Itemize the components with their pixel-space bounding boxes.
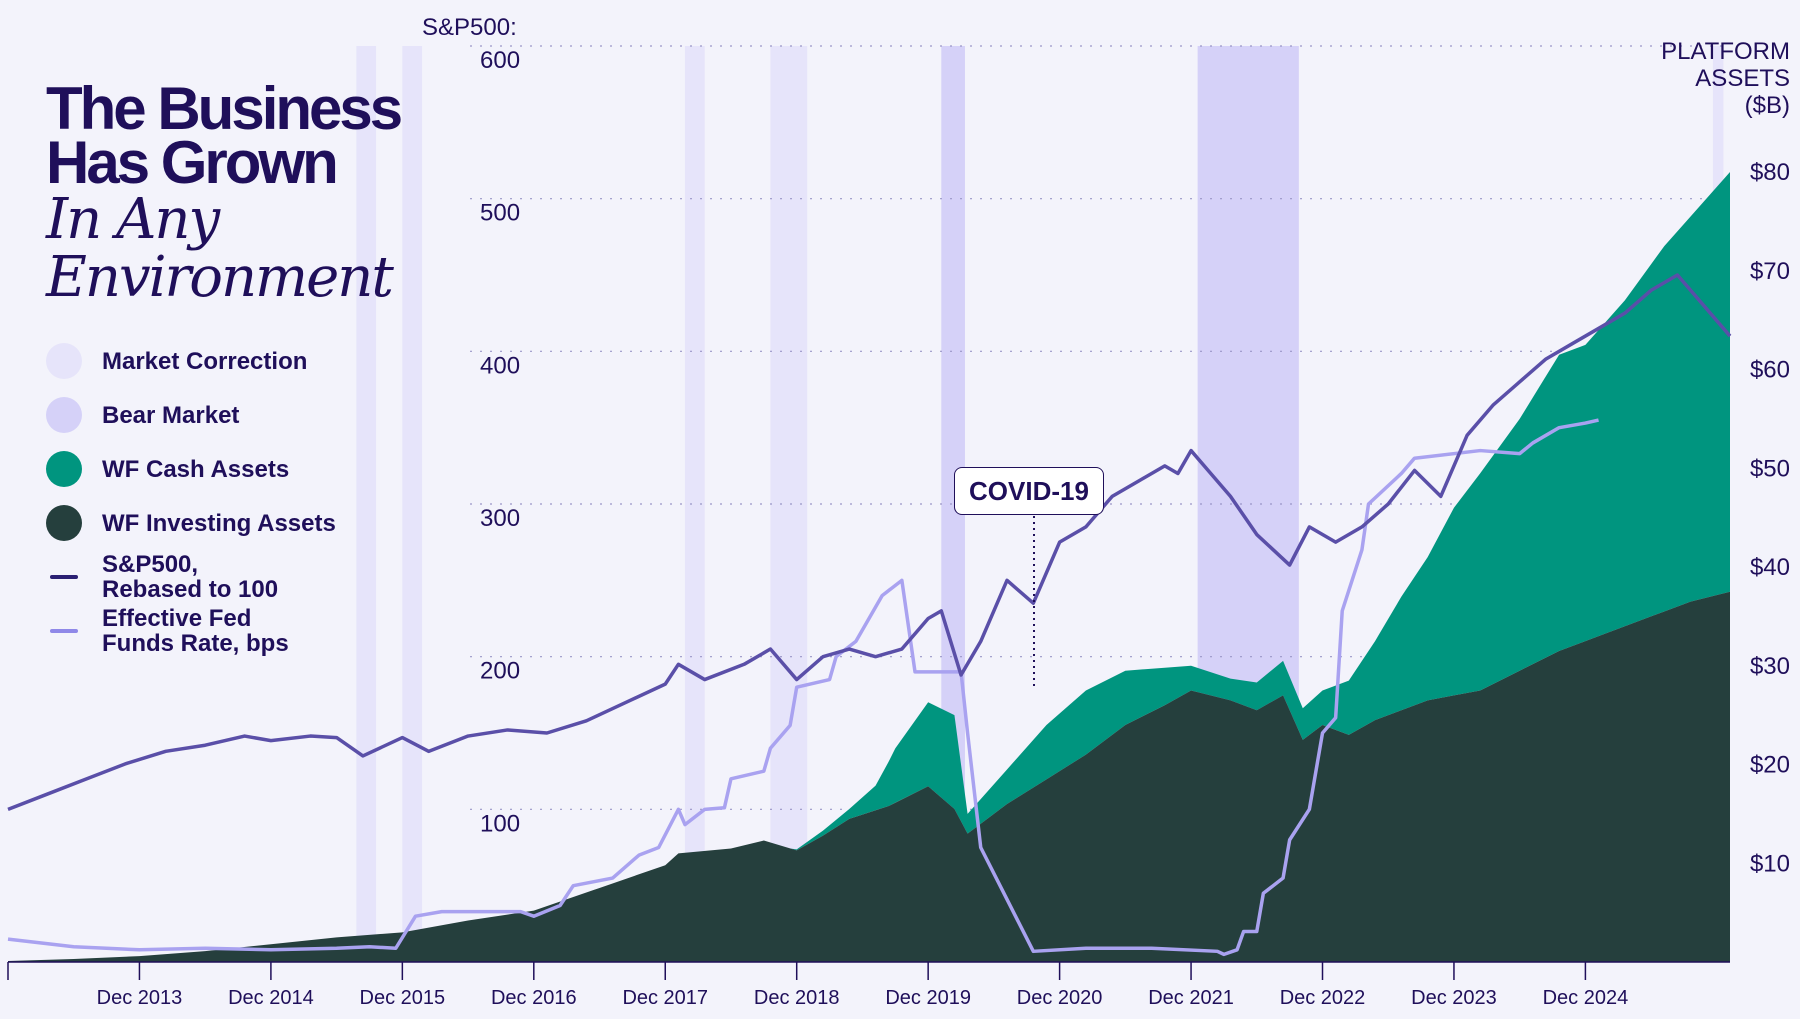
- right-axis-tick-label: $20: [1750, 752, 1790, 779]
- legend-label: WF Cash Assets: [102, 455, 290, 483]
- fed-funds-rate-line: [7, 418, 1599, 957]
- x-tick-label: Dec 2017: [622, 987, 708, 1009]
- right-axis-tick-label: $50: [1750, 455, 1790, 482]
- x-tick-label: Dec 2024: [1543, 987, 1629, 1009]
- right-axis-title: PLATFORM ASSETS ($B): [1661, 38, 1790, 119]
- x-tick-label: Dec 2016: [491, 987, 577, 1009]
- covid-annotation: COVID-19: [954, 467, 1104, 515]
- right-axis-tick-label: $60: [1750, 357, 1790, 384]
- left-axis-title: S&P500:: [422, 14, 517, 41]
- title-line-2: Has Grown: [46, 129, 339, 196]
- x-tick-label: Dec 2021: [1148, 987, 1234, 1009]
- wf-cash-swatch-icon: [46, 451, 82, 487]
- x-tick-label: Dec 2020: [1017, 987, 1103, 1009]
- market-correction-band: [684, 46, 705, 962]
- legend-item-wf-investing-assets: WF Investing Assets: [46, 496, 336, 550]
- left-axis-tick-label: 400: [480, 352, 520, 379]
- x-tick-label: Dec 2019: [885, 987, 971, 1009]
- legend-label: Effective Fed Funds Rate, bps: [102, 605, 289, 657]
- right-axis-tick-label: $30: [1750, 653, 1790, 680]
- x-tick-label: Dec 2014: [228, 987, 314, 1009]
- legend-item-fed-funds: Effective Fed Funds Rate, bps: [46, 604, 336, 658]
- fed-funds-line-icon: [50, 629, 78, 633]
- sp500-line: [7, 273, 1732, 811]
- x-tick-label: Dec 2018: [754, 987, 840, 1009]
- legend: Market Correction Bear Market WF Cash As…: [46, 334, 336, 658]
- sp500-line-icon: [50, 575, 78, 579]
- title-line-1: The Business: [46, 75, 403, 142]
- left-axis-tick-label: 300: [480, 505, 520, 532]
- legend-item-wf-cash-assets: WF Cash Assets: [46, 442, 336, 496]
- legend-item-bear-market: Bear Market: [46, 388, 336, 442]
- wf-cash-assets-area: [8, 172, 1730, 962]
- market-correction-swatch-icon: [46, 343, 82, 379]
- right-axis-tick-label: $10: [1750, 850, 1790, 877]
- title-line-3: In Any: [46, 187, 220, 252]
- legend-label: Bear Market: [102, 401, 240, 429]
- legend-item-market-correction: Market Correction: [46, 334, 336, 388]
- x-tick-label: Dec 2013: [97, 987, 183, 1009]
- market-correction-band: [402, 46, 423, 962]
- legend-item-sp500: S&P500, Rebased to 100: [46, 550, 336, 604]
- left-axis-tick-label: 600: [480, 47, 520, 74]
- title-line-4: Environment: [46, 245, 394, 310]
- legend-label: WF Investing Assets: [102, 509, 336, 537]
- x-tick-label: Dec 2015: [360, 987, 446, 1009]
- legend-label: Market Correction: [102, 347, 308, 375]
- legend-label: S&P500, Rebased to 100: [102, 551, 279, 603]
- x-tick-label: Dec 2023: [1411, 987, 1497, 1009]
- left-axis-tick-label: 200: [480, 658, 520, 685]
- left-axis-tick-label: 500: [480, 200, 520, 227]
- right-axis-tick-label: $70: [1750, 258, 1790, 285]
- wf-investing-swatch-icon: [46, 505, 82, 541]
- chart-title: The Business Has Grown In Any Environmen…: [46, 75, 403, 310]
- market-correction-band: [356, 46, 377, 962]
- right-axis-tick-label: $40: [1750, 554, 1790, 581]
- right-axis-tick-label: $80: [1750, 159, 1790, 186]
- x-tick-label: Dec 2022: [1280, 987, 1366, 1009]
- left-axis-tick-label: 100: [480, 810, 520, 837]
- bear-market-swatch-icon: [46, 397, 82, 433]
- wf-investing-assets-area: [8, 591, 1730, 962]
